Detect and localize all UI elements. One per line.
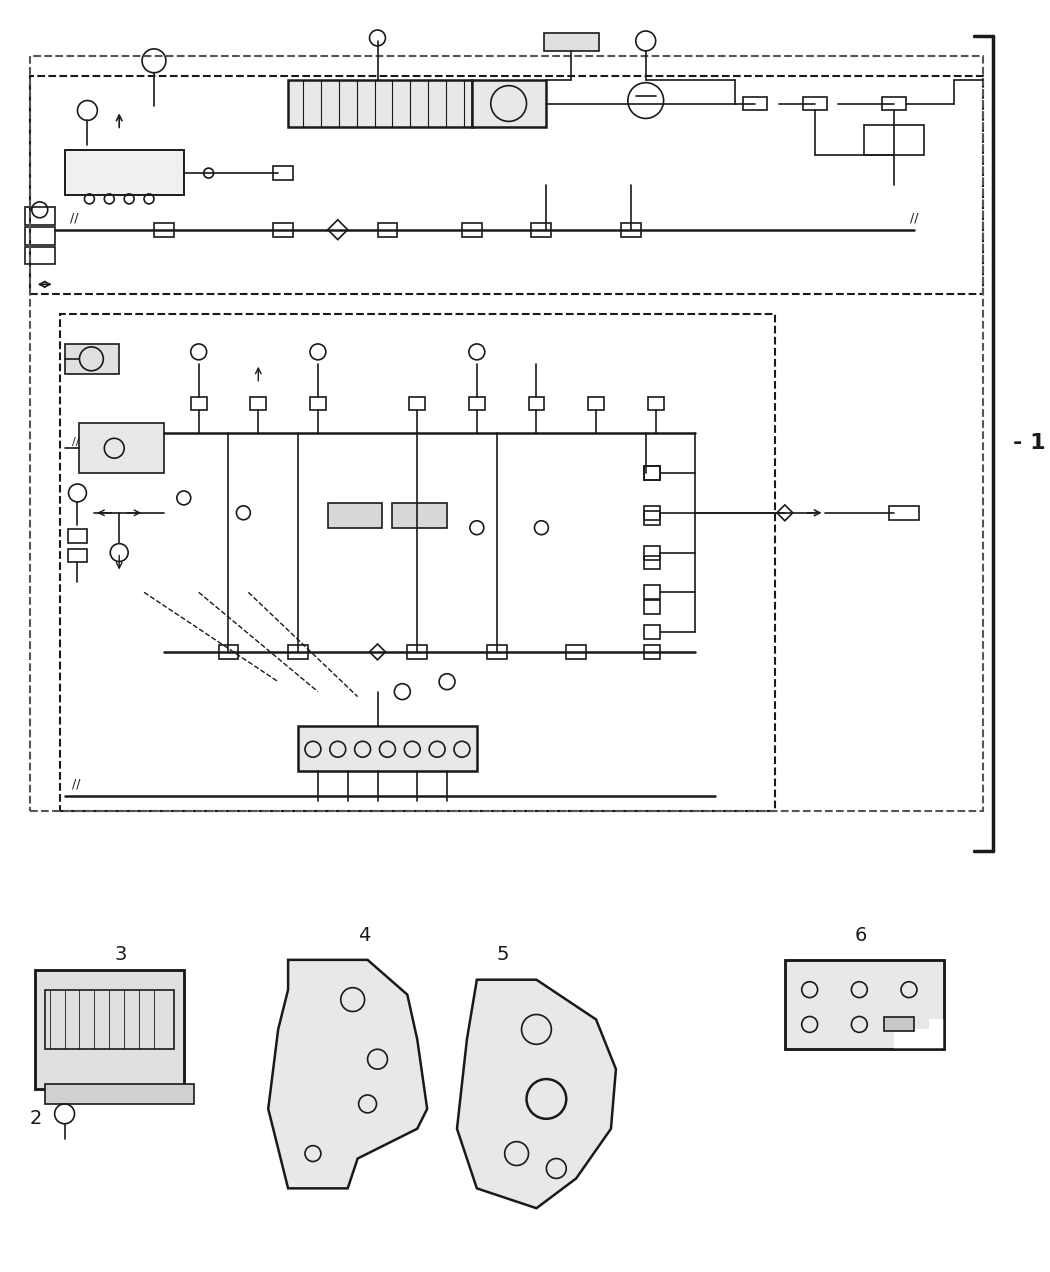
Polygon shape (457, 979, 616, 1208)
Bar (273, 223, 293, 237)
Text: 4: 4 (358, 926, 370, 945)
Text: - 1: - 1 (1013, 434, 1046, 453)
Bar (378, 223, 397, 237)
Bar (743, 97, 766, 111)
Bar (67, 529, 87, 543)
Bar (218, 645, 238, 659)
Polygon shape (370, 644, 385, 660)
Bar (644, 466, 659, 480)
Bar (35, 969, 184, 1089)
Bar (35, 969, 184, 1089)
Bar (531, 223, 551, 237)
Polygon shape (895, 1019, 944, 1049)
Bar (644, 546, 659, 560)
Bar (644, 556, 659, 570)
Bar (621, 223, 640, 237)
Bar (889, 506, 919, 520)
Text: //: // (71, 778, 80, 791)
Text: 5: 5 (497, 945, 509, 964)
Bar (45, 1084, 193, 1104)
Bar (191, 397, 207, 411)
Bar (29, 76, 984, 294)
Bar (25, 226, 55, 244)
Bar (802, 97, 826, 111)
Bar (64, 343, 120, 374)
Bar (644, 645, 659, 659)
Bar (64, 150, 184, 195)
Bar (566, 645, 586, 659)
Bar (64, 150, 184, 195)
Bar (644, 625, 659, 639)
Bar (487, 645, 507, 659)
Polygon shape (777, 505, 793, 520)
Bar (25, 207, 55, 225)
Bar (644, 466, 659, 480)
Bar (25, 247, 55, 265)
Bar (588, 397, 604, 411)
Bar (462, 223, 482, 237)
Bar (648, 397, 664, 411)
Bar (784, 960, 944, 1049)
Polygon shape (328, 220, 348, 239)
Bar (784, 960, 944, 1049)
Bar (644, 511, 659, 525)
Bar (310, 397, 326, 411)
Bar (154, 223, 174, 237)
Polygon shape (268, 960, 427, 1188)
Bar (410, 397, 425, 411)
Text: //: // (71, 438, 79, 448)
Bar (471, 80, 546, 127)
Bar (882, 97, 906, 111)
Bar (644, 600, 659, 614)
Bar (273, 167, 293, 181)
Bar (393, 502, 447, 528)
Text: //: // (70, 211, 79, 225)
Bar (45, 990, 174, 1049)
Bar (644, 506, 659, 520)
Bar (528, 397, 544, 411)
Bar (407, 645, 427, 659)
Bar (288, 645, 308, 659)
Bar (80, 424, 164, 473)
Bar (298, 726, 477, 771)
Bar (60, 314, 775, 810)
Bar (67, 548, 87, 562)
Bar (544, 33, 600, 51)
Text: 6: 6 (855, 926, 866, 945)
Bar (884, 1018, 914, 1032)
Bar (250, 397, 267, 411)
Bar (864, 126, 924, 155)
Text: 2: 2 (29, 1109, 42, 1128)
Text: 3: 3 (114, 945, 127, 964)
Bar (328, 502, 382, 528)
Bar (644, 585, 659, 599)
Text: //: // (909, 211, 918, 225)
Bar (469, 397, 485, 411)
Bar (29, 56, 984, 810)
Bar (288, 80, 471, 127)
